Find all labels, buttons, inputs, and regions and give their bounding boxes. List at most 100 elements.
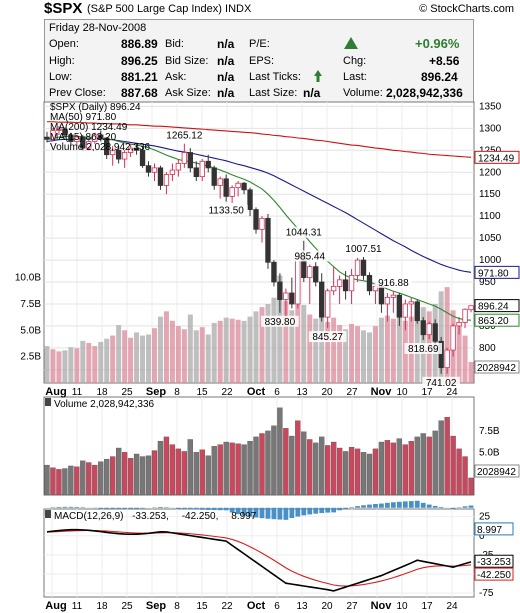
candle-up — [307, 266, 313, 279]
last-label: Last: — [343, 71, 367, 83]
macd-histogram-bar — [68, 506, 74, 508]
volume-bar — [151, 450, 158, 496]
ma200-value-box — [474, 150, 520, 164]
volume-overlay-tick-label: 5.0B — [20, 325, 41, 336]
annotation-bg — [374, 276, 413, 288]
candle-down — [211, 167, 217, 186]
x-tick-label: 13 — [296, 387, 308, 398]
candle-down — [62, 128, 68, 136]
macd-x-tick-label: 8 — [174, 601, 180, 612]
volume-bar — [354, 448, 361, 496]
quote-date: Friday 28-Nov-2008 — [49, 22, 147, 34]
price-tick-label: 1200 — [479, 167, 502, 178]
volume-overlay-bar — [325, 321, 331, 383]
x-tick-label: 8 — [174, 387, 180, 398]
macd-histogram-bar — [241, 507, 247, 516]
volume-overlay-tick-label: 2.5B — [20, 352, 41, 363]
volume-bar — [271, 425, 277, 496]
macd-histogram-bar — [259, 507, 265, 519]
macd-histogram-bar — [62, 506, 68, 508]
volume-bar — [229, 442, 235, 496]
volume-overlay-bar — [134, 332, 140, 383]
candle-down — [80, 136, 86, 149]
candle-up — [175, 163, 182, 171]
macd-histogram-bar — [211, 507, 217, 511]
volume-bar — [247, 441, 253, 496]
volume-overlay-bar — [319, 311, 325, 383]
macd-histogram-bar — [116, 507, 122, 510]
volume-value: 2,028,942,336 — [386, 86, 463, 100]
pe-label: P/E: — [249, 38, 270, 50]
candle-down — [157, 167, 164, 186]
candle-down — [420, 320, 426, 336]
volume-overlay-bar — [193, 330, 199, 383]
candle-up — [330, 286, 337, 292]
candle-up — [163, 174, 170, 186]
macd-x-tick-label: 11 — [72, 601, 83, 612]
macd-histogram-bar — [402, 501, 408, 508]
candle-up — [86, 141, 92, 149]
volume-bar — [348, 446, 355, 496]
macd-histogram-bar — [80, 507, 86, 508]
volume-bar — [68, 465, 74, 496]
price-annotation: 845.27 — [312, 332, 343, 343]
volume-label: Volume: — [343, 87, 383, 99]
macd-tick-label: -75 — [479, 588, 494, 599]
volume-bar — [253, 436, 259, 496]
candle-up — [336, 279, 343, 287]
macd-histogram-bar — [313, 507, 319, 514]
annotation-bg — [404, 342, 443, 354]
macd-histogram-bar — [187, 507, 193, 510]
volume-bar — [330, 441, 337, 496]
volume-overlay-bar — [277, 275, 283, 383]
volume-panel-value-box — [474, 464, 520, 478]
volume-bar — [199, 449, 205, 496]
x-tick-label: 24 — [446, 387, 458, 398]
volume-bar — [50, 467, 56, 496]
candle-up — [283, 292, 289, 300]
volume-overlay-bar — [128, 337, 134, 383]
volume-bar — [205, 455, 211, 496]
volume-overlay-bar — [366, 332, 372, 383]
open-value: 886.89 — [121, 37, 158, 51]
candle-down — [265, 217, 271, 263]
volume-bar — [319, 436, 325, 496]
volume-overlay-bar — [122, 330, 128, 383]
volume-overlay-bar — [372, 326, 378, 383]
candle-up — [468, 305, 474, 311]
volume-overlay-bar — [462, 335, 468, 383]
macd-histogram-bar — [199, 507, 205, 510]
macd-x-tick-label: Oct — [247, 600, 266, 612]
price-tick-label: 950 — [479, 277, 496, 288]
volume-bar — [92, 464, 98, 496]
macd-histogram-bar — [367, 504, 372, 508]
volume-bar — [390, 442, 397, 496]
volume-overlay-bar — [229, 318, 235, 383]
macd-histogram-bar — [319, 507, 325, 514]
volume-bar — [62, 468, 68, 496]
price-annotation: 1265.12 — [166, 131, 203, 142]
volume-overlay-tick-label: 10.0B — [15, 273, 41, 284]
macd-x-tick-label: 25 — [121, 601, 133, 612]
macd-histogram-bar — [420, 502, 426, 508]
volume-bar — [450, 435, 456, 496]
volume-bar — [193, 452, 199, 496]
volume-bar — [265, 430, 271, 496]
volume-bar — [145, 455, 152, 496]
macd-histogram-bar — [74, 506, 80, 508]
candle-up — [354, 259, 361, 276]
bid-size-value: n/a — [217, 54, 235, 68]
x-tick-label: 20 — [321, 387, 333, 398]
last-size-label: Last Size: — [249, 87, 298, 99]
volume-bar — [175, 448, 182, 496]
candle-down — [289, 292, 295, 305]
volume-overlay-bar — [259, 307, 265, 383]
stockcharts-logo[interactable]: © StockCharts.com — [419, 3, 514, 15]
price-annotation: 818.69 — [408, 344, 439, 355]
macd-histogram-bar — [235, 507, 241, 515]
price-legend-item: MA(50) 971.80 — [50, 112, 117, 123]
volume-bar — [384, 440, 391, 496]
macd-x-tick-label: 18 — [96, 601, 108, 612]
candle-down — [432, 323, 438, 342]
price-annotation: 1044.31 — [286, 228, 323, 239]
